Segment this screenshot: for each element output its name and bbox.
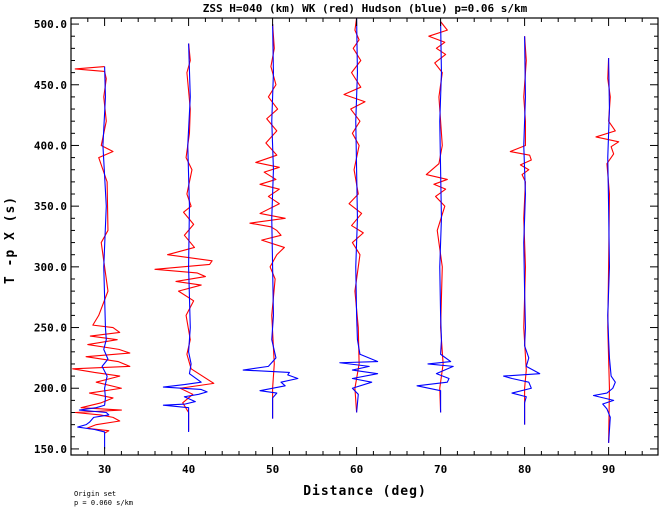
x-tick-label: 70: [434, 463, 447, 476]
y-tick-label: 250.0: [34, 322, 67, 335]
traces-layer: [72, 17, 620, 449]
x-tick-label: 60: [350, 463, 363, 476]
trace-wk-30: [72, 66, 131, 434]
y-tick-label: 400.0: [34, 139, 67, 152]
trace-hudson-50: [242, 24, 299, 419]
x-tick-label: 80: [518, 463, 531, 476]
trace-hudson-60: [339, 17, 379, 413]
y-tick-label: 300.0: [34, 261, 67, 274]
trace-hudson-80: [503, 36, 541, 425]
x-tick-label: 50: [266, 463, 279, 476]
y-tick-label: 450.0: [34, 79, 67, 92]
x-axis-ticks: 30 40 50 60 70 80 90: [87, 18, 643, 476]
x-tick-label: 30: [98, 463, 111, 476]
trace-wk-90: [595, 58, 620, 443]
chart-title: ZSS H=040 (km) WK (red) Hudson (blue) p=…: [203, 2, 528, 15]
y-tick-label: 150.0: [34, 443, 67, 456]
trace-wk-60: [343, 17, 366, 413]
series-wk: [72, 17, 620, 443]
x-axis-label: Distance (deg): [303, 484, 427, 499]
x-tick-label: 90: [602, 463, 615, 476]
trace-wk-70: [425, 21, 448, 413]
trace-hudson-70: [416, 21, 454, 413]
y-tick-label: 500.0: [34, 18, 67, 31]
x-tick-label: 40: [182, 463, 195, 476]
series-hudson: [77, 17, 616, 449]
trace-wk-50: [249, 24, 286, 419]
trace-hudson-30: [77, 66, 110, 449]
trace-hudson-40: [162, 43, 208, 432]
trace-hudson-90: [592, 58, 616, 443]
plot-frame: [70, 17, 659, 456]
y-tick-label: 200.0: [34, 382, 67, 395]
trace-wk-80: [509, 36, 532, 425]
y-tick-label: 350.0: [34, 200, 67, 213]
footnote-origin: Origin set: [74, 490, 116, 498]
y-axis-label: T -p X (s): [3, 196, 18, 284]
plot-border: [70, 17, 659, 456]
trace-wk-40: [154, 43, 215, 431]
footnote-slowness: p = 0.060 s/km: [74, 499, 133, 507]
y-axis-ticks: 150.0 200.0 250.0 300.0 350.0 400.0 450.0 500.0: [34, 18, 658, 456]
